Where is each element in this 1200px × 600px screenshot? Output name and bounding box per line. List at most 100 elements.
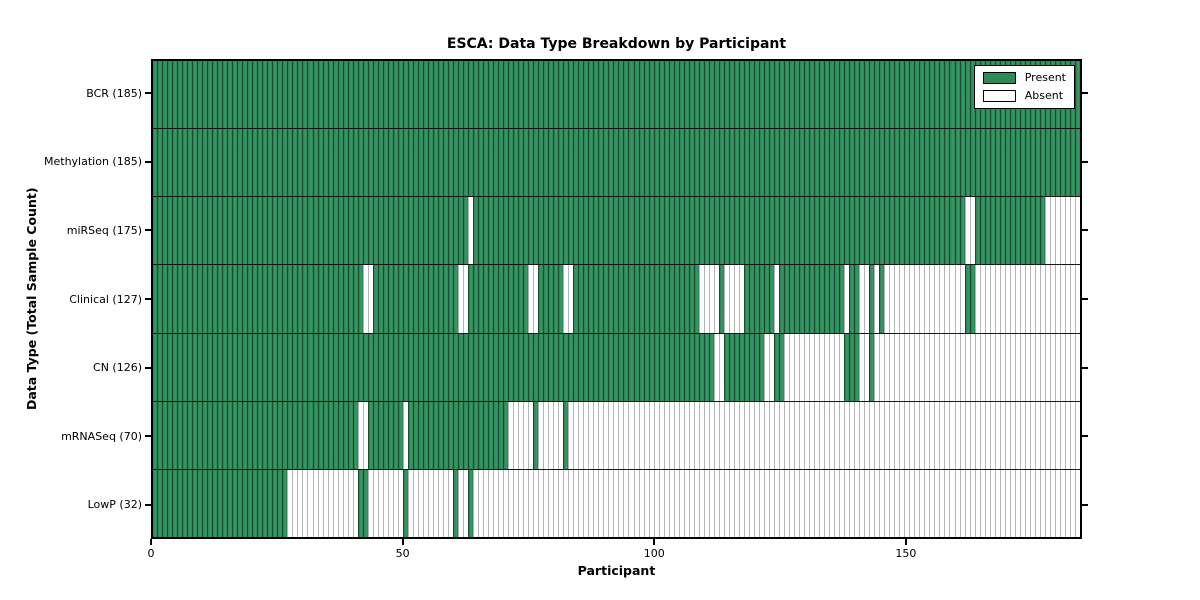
cell-present — [894, 61, 900, 129]
cell-absent — [783, 401, 789, 469]
cell-present — [974, 197, 980, 265]
cell-absent — [362, 401, 368, 469]
cell-present — [819, 197, 825, 265]
cell-absent — [327, 469, 333, 537]
cell-absent — [758, 469, 764, 537]
cell-absent — [673, 401, 679, 469]
cell-absent — [1044, 333, 1050, 401]
cell-present — [467, 265, 473, 333]
cell-absent — [799, 469, 805, 537]
cell-absent — [994, 333, 1000, 401]
cell-present — [432, 333, 438, 401]
cell-present — [804, 61, 810, 129]
cell-present — [252, 61, 258, 129]
cell-absent — [844, 401, 850, 469]
cell-absent — [658, 401, 664, 469]
cell-present — [277, 469, 283, 537]
cell-present — [212, 469, 218, 537]
cell-present — [232, 129, 238, 197]
cell-absent — [728, 265, 734, 333]
cell-present — [467, 61, 473, 129]
cell-present — [743, 333, 749, 401]
cell-absent — [678, 401, 684, 469]
cell-present — [683, 265, 689, 333]
cell-present — [628, 129, 634, 197]
cell-present — [909, 129, 915, 197]
cell-present — [457, 61, 463, 129]
cell-present — [397, 61, 403, 129]
cell-present — [869, 61, 875, 129]
cell-absent — [628, 401, 634, 469]
cell-present — [177, 197, 183, 265]
cell-present — [558, 333, 564, 401]
cell-present — [989, 129, 995, 197]
cell-present — [192, 265, 198, 333]
cell-absent — [849, 469, 855, 537]
cell-present — [824, 129, 830, 197]
cell-present — [227, 129, 233, 197]
cell-present — [437, 265, 443, 333]
cell-present — [252, 129, 258, 197]
cell-absent — [834, 333, 840, 401]
cell-present — [337, 61, 343, 129]
cell-present — [467, 333, 473, 401]
cell-present — [819, 265, 825, 333]
cell-absent — [437, 469, 443, 537]
cell-present — [1009, 197, 1015, 265]
cell-present — [462, 401, 468, 469]
cell-absent — [543, 401, 549, 469]
cell-absent — [899, 333, 905, 401]
cell-absent — [387, 469, 393, 537]
cell-present — [688, 333, 694, 401]
cell-present — [377, 401, 383, 469]
cell-absent — [969, 333, 975, 401]
cell-present — [533, 197, 539, 265]
cell-present — [1024, 197, 1030, 265]
cell-absent — [839, 401, 845, 469]
cell-present — [277, 333, 283, 401]
cell-absent — [859, 401, 865, 469]
cell-absent — [1044, 401, 1050, 469]
cell-present — [172, 401, 178, 469]
cell-present — [427, 333, 433, 401]
cell-absent — [593, 469, 599, 537]
cell-absent — [864, 333, 870, 401]
cell-present — [608, 61, 614, 129]
cell-absent — [668, 469, 674, 537]
y-tick-label: mRNASeq (70) — [61, 429, 142, 443]
cell-present — [633, 129, 639, 197]
cell-present — [663, 129, 669, 197]
cell-present — [483, 333, 489, 401]
cell-present — [177, 401, 183, 469]
cell-present — [788, 129, 794, 197]
cell-present — [568, 333, 574, 401]
cell-present — [824, 265, 830, 333]
data-type-row-methylation — [153, 129, 1080, 198]
cell-present — [402, 265, 408, 333]
cell-present — [322, 129, 328, 197]
cell-present — [267, 61, 273, 129]
cell-present — [452, 265, 458, 333]
cell-present — [247, 61, 253, 129]
cell-absent — [713, 401, 719, 469]
cell-absent — [839, 469, 845, 537]
cell-absent — [909, 265, 915, 333]
cell-present — [573, 197, 579, 265]
cell-present — [457, 333, 463, 401]
cell-present — [593, 61, 599, 129]
cell-present — [1059, 129, 1065, 197]
cell-absent — [693, 401, 699, 469]
cell-absent — [422, 469, 428, 537]
cell-present — [809, 129, 815, 197]
cell-present — [332, 129, 338, 197]
cell-present — [197, 265, 203, 333]
cell-present — [864, 197, 870, 265]
cell-present — [377, 265, 383, 333]
cell-present — [277, 61, 283, 129]
cell-present — [723, 61, 729, 129]
cell-present — [869, 333, 875, 401]
cell-absent — [934, 469, 940, 537]
cell-present — [728, 197, 734, 265]
cell-absent — [663, 469, 669, 537]
